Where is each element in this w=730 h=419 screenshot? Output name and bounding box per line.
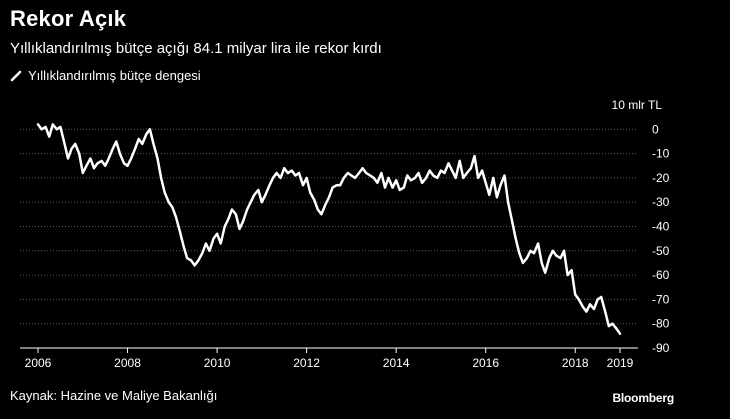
x-tick-label: 2010 [204,356,231,370]
y-tick-label: -10 [652,147,670,161]
brand-logo: Bloomberg [612,391,674,405]
chart-subtitle: Yıllıklandırılmış bütçe açığı 84.1 milya… [10,40,382,57]
y-tick-label: -80 [652,317,670,331]
x-tick-label: 2008 [114,356,141,370]
y-tick-label: -40 [652,220,670,234]
x-tick-label: 2012 [293,356,320,370]
y-tick-label: -90 [652,341,670,355]
legend: Yıllıklandırılmış bütçe dengesi [10,68,201,83]
source-note: Kaynak: Hazine ve Maliye Bakanlığı [10,388,218,403]
y-axis-unit-label: 10 mlr TL [612,98,663,112]
y-tick-label: -50 [652,244,670,258]
y-tick-label: 0 [652,122,659,136]
x-tick-label: 2014 [383,356,410,370]
y-tick-label: -70 [652,292,670,306]
y-tick-label: -20 [652,171,670,185]
y-tick-label: -30 [652,195,670,209]
legend-label: Yıllıklandırılmış bütçe dengesi [28,68,201,83]
chart-title: Rekor Açık [10,6,127,31]
y-tick-label: -60 [652,268,670,282]
x-tick-label: 2018 [562,356,589,370]
x-tick-label: 2019 [607,356,634,370]
series-line [36,123,622,335]
x-tick-label: 2016 [472,356,499,370]
x-tick-label: 2006 [25,356,52,370]
legend-line-icon [10,70,22,81]
